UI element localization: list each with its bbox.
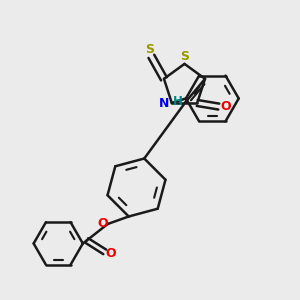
Text: S: S (146, 43, 154, 56)
Text: H: H (172, 95, 182, 108)
Text: N: N (159, 97, 169, 110)
Text: O: O (105, 247, 116, 260)
Text: O: O (97, 217, 108, 230)
Text: S: S (180, 50, 189, 63)
Text: O: O (220, 100, 231, 113)
